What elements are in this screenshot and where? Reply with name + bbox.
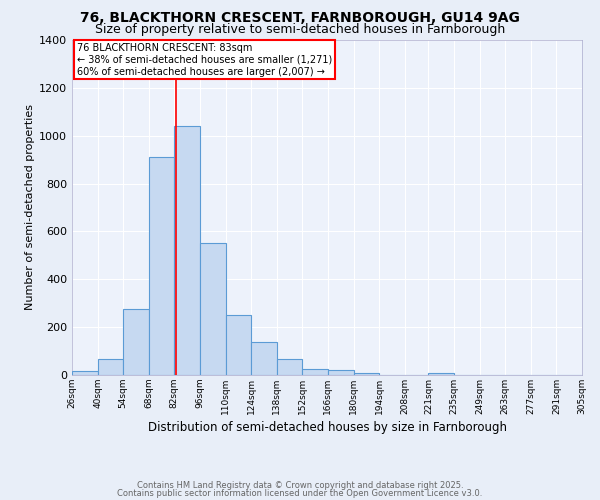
- Text: Size of property relative to semi-detached houses in Farnborough: Size of property relative to semi-detach…: [95, 22, 505, 36]
- Bar: [149, 157, 175, 375]
- Bar: [200, 244, 226, 375]
- Text: Contains public sector information licensed under the Open Government Licence v3: Contains public sector information licen…: [118, 488, 482, 498]
- Text: Contains HM Land Registry data © Crown copyright and database right 2025.: Contains HM Land Registry data © Crown c…: [137, 481, 463, 490]
- Bar: [251, 342, 277, 375]
- Bar: [123, 309, 149, 375]
- Bar: [72, 372, 98, 375]
- Bar: [328, 370, 353, 375]
- Bar: [226, 315, 251, 375]
- Bar: [353, 372, 379, 375]
- Y-axis label: Number of semi-detached properties: Number of semi-detached properties: [25, 104, 35, 310]
- Bar: [98, 360, 123, 375]
- Bar: [302, 369, 328, 375]
- X-axis label: Distribution of semi-detached houses by size in Farnborough: Distribution of semi-detached houses by …: [148, 421, 506, 434]
- Text: 76, BLACKTHORN CRESCENT, FARNBOROUGH, GU14 9AG: 76, BLACKTHORN CRESCENT, FARNBOROUGH, GU…: [80, 11, 520, 25]
- Text: 76 BLACKTHORN CRESCENT: 83sqm
← 38% of semi-detached houses are smaller (1,271)
: 76 BLACKTHORN CRESCENT: 83sqm ← 38% of s…: [77, 44, 332, 76]
- Bar: [428, 372, 454, 375]
- Bar: [277, 360, 302, 375]
- Bar: [175, 126, 200, 375]
